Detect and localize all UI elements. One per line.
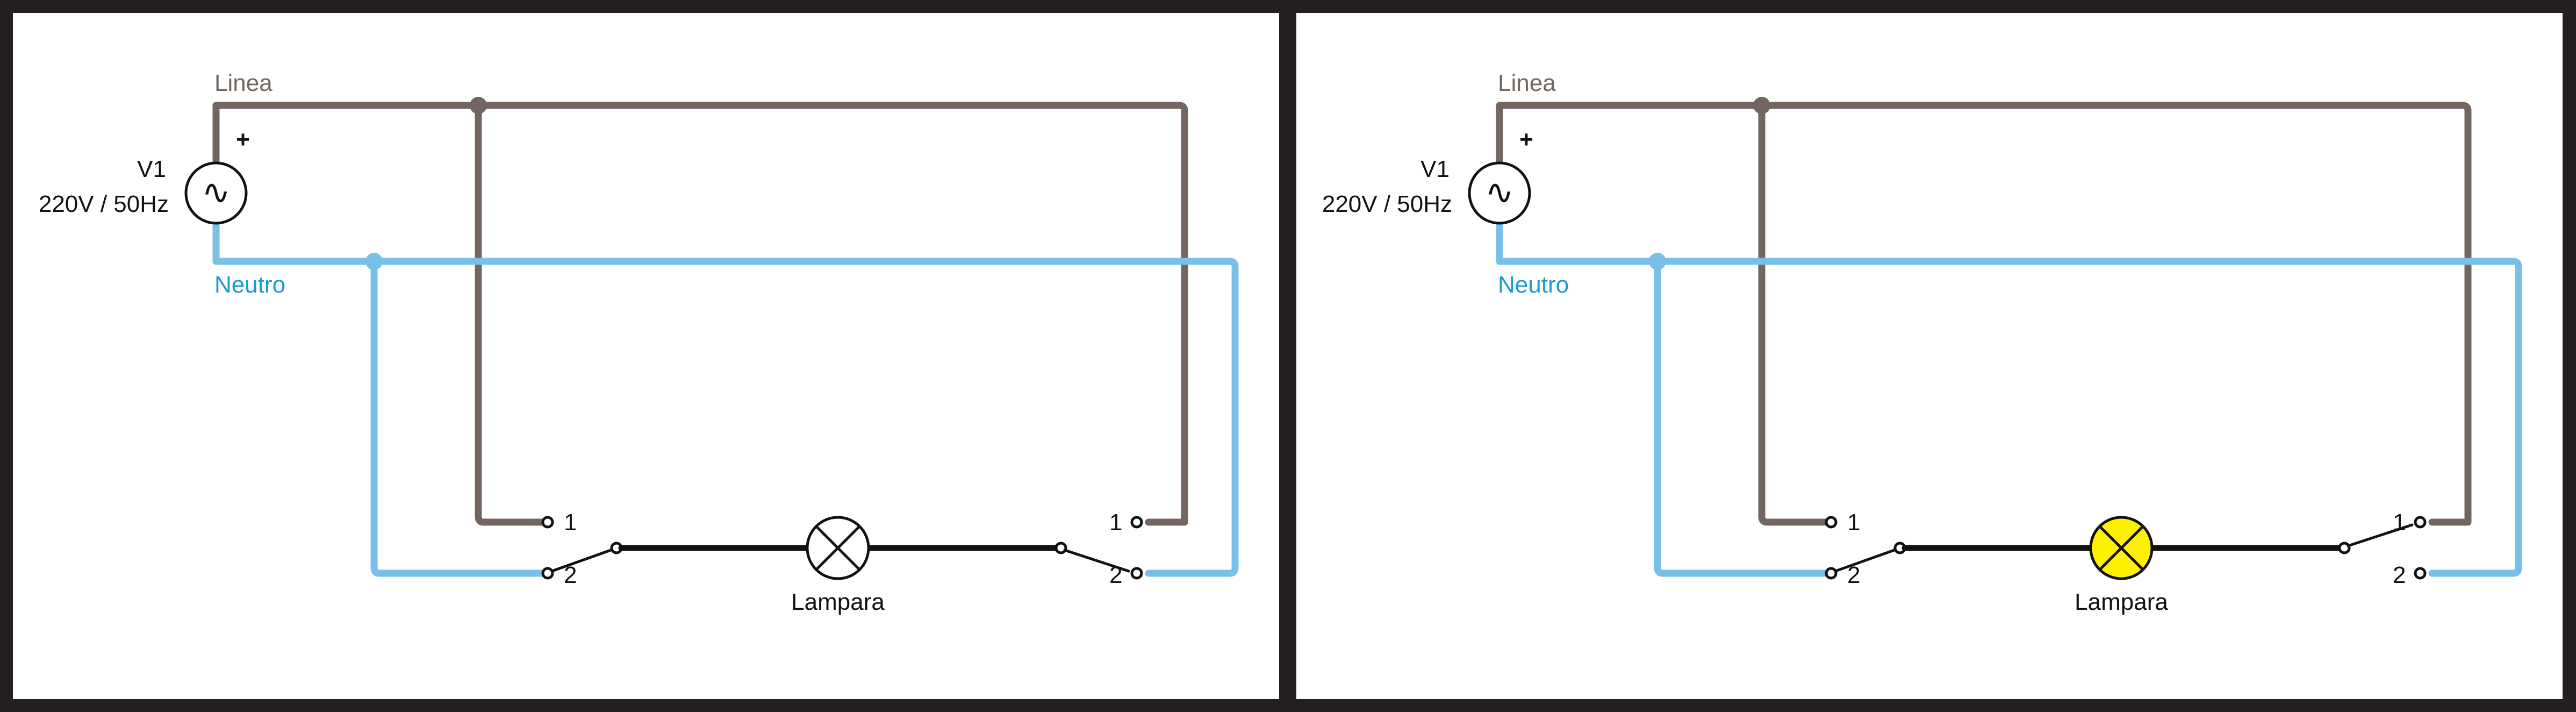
switch-right: 1 2 [2338,509,2427,588]
line-wire-branch [475,102,551,526]
source-name: V1 [1420,156,1450,182]
switch-left: 1 2 [541,509,623,588]
neutral-label: Neutro [1498,272,1569,298]
switch-right-label-1: 1 [2393,509,2406,536]
switch-left-terminal-1 [541,516,554,529]
voltage-source-icon [184,161,248,225]
source-ac-symbol: ∿ [1485,173,1514,211]
neutral-junction [1649,253,1666,270]
line-junction [1753,97,1770,114]
switch-right-terminal-1 [2414,516,2427,529]
voltage-source-icon [1468,161,1531,225]
source-polarity: + [1519,126,1533,153]
switch-left-blade [1834,547,1899,573]
switch-right-common [1054,542,1067,554]
circuit-panel-left: ∿ + V1 220V / 50Hz Linea Neutro 1 2 Lamp… [13,13,1279,699]
lamp [806,516,870,580]
switch-left-label-2: 2 [1847,562,1860,588]
line-junction [470,97,487,114]
circuit-panel-right: ∿ + V1 220V / 50Hz Linea Neutro 1 2 Lamp… [1296,13,2563,699]
neutral-wire-main [1496,216,2522,577]
switch-right-common [2338,542,2351,554]
source-rating: 220V / 50Hz [1322,191,1452,217]
switch-right-blade [2347,523,2414,547]
switch-left-blade [550,547,615,573]
switch-right-terminal-1 [1130,516,1143,529]
lamp-cross-b [2098,525,2144,571]
neutral-wire-branch [1654,258,1835,577]
line-wire-main [1496,102,2472,526]
switch-right-label-2: 2 [1109,562,1122,588]
lamp-cross-b [815,525,861,571]
switch-right-terminal-2 [1130,567,1143,580]
source-polarity: + [236,126,250,153]
switch-left-terminal-2 [1825,567,1838,580]
circuit-diagram-right: ∿ + V1 220V / 50Hz Linea Neutro 1 2 Lamp… [1322,70,2522,615]
switch-left-label-1: 1 [1847,509,1860,536]
switch-left: 1 2 [1825,509,1906,588]
source-name: V1 [137,156,166,182]
switch-right-blade [1063,549,1130,573]
circuit-diagram-left: ∿ + V1 220V / 50Hz Linea Neutro 1 2 Lamp… [39,70,1239,615]
source-rating: 220V / 50Hz [39,191,169,217]
neutral-wire-main [212,216,1239,577]
neutral-wire-branch [370,258,551,577]
switch-left-label-1: 1 [564,509,577,536]
switch-left-terminal-2 [541,567,554,580]
line-wire-branch [1758,102,1835,526]
source-ac-symbol: ∿ [202,173,231,211]
switch-left-label-2: 2 [564,562,577,588]
line-label: Linea [214,70,272,96]
neutral-junction [365,253,383,270]
switch-right-terminal-2 [2414,567,2427,580]
lamp-label: Lampara [2075,589,2168,615]
switch-left-terminal-1 [1825,516,1838,529]
switch-right-label-1: 1 [1109,509,1122,536]
switch-right: 1 2 [1054,509,1143,588]
lamp [2089,516,2154,580]
neutral-label: Neutro [214,272,285,298]
switch-right-label-2: 2 [2393,562,2406,588]
line-wire-main [212,102,1188,526]
line-label: Linea [1498,70,1556,96]
lamp-label: Lampara [791,589,885,615]
